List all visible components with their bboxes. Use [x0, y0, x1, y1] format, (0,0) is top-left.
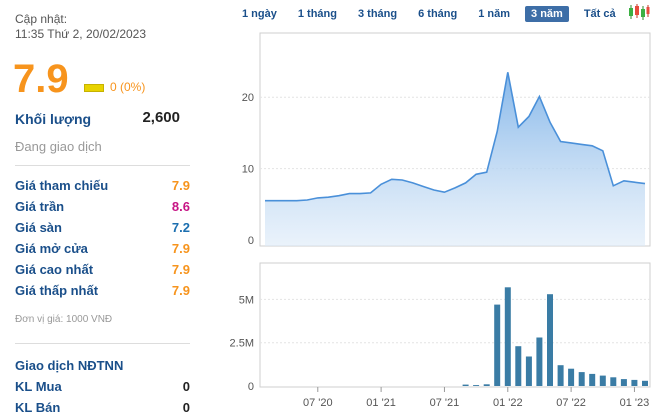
tab-6-months[interactable]: 6 tháng — [418, 8, 458, 20]
price-row-open: Giá mở cửa 7.9 — [15, 241, 190, 256]
price-row-value: 7.9 — [171, 178, 190, 193]
x-tick-label: 01 '23 — [620, 397, 650, 409]
volume-bar — [568, 368, 575, 386]
no-change-icon — [84, 84, 104, 92]
foreign-row-label: KL Bán — [15, 400, 61, 415]
tab-all[interactable]: Tất cả — [583, 8, 616, 20]
price-row-label: Giá trần — [15, 199, 65, 214]
volume-bar — [515, 346, 522, 386]
x-tick-label: 07 '22 — [556, 397, 586, 409]
price-row-label: Giá mở cửa — [15, 241, 88, 256]
volume-bar — [473, 385, 480, 386]
x-tick-label: 01 '21 — [366, 397, 396, 409]
x-tick-label: 07 '21 — [430, 397, 460, 409]
price-row-floor: Giá sàn 7.2 — [15, 220, 190, 235]
volume-bar — [525, 356, 532, 386]
price-row-value: 7.9 — [171, 262, 190, 277]
quote-panel: Cập nhật: 11:35 Thứ 2, 20/02/2023 7.9 0 … — [0, 0, 200, 420]
volume-label: Khối lượng — [15, 111, 92, 127]
volume-bar — [631, 379, 638, 386]
divider — [15, 165, 190, 166]
price-y-tick-label: 10 — [242, 164, 254, 176]
tab-3-months[interactable]: 3 tháng — [357, 8, 398, 20]
x-tick-label: 01 '22 — [493, 397, 523, 409]
price-row-ceiling: Giá trần 8.6 — [15, 199, 190, 214]
volume-bar — [620, 379, 627, 386]
volume-bar — [610, 377, 617, 386]
tab-1-day[interactable]: 1 ngày — [242, 8, 277, 20]
volume-bar — [483, 384, 490, 386]
volume-bar — [536, 337, 543, 386]
price-row-value: 8.6 — [171, 199, 190, 214]
price-y-tick-label: 20 — [242, 92, 254, 104]
price-area — [265, 72, 645, 246]
price-row-label: Giá cao nhất — [15, 262, 94, 277]
foreign-buy-row: KL Mua 0 — [15, 379, 190, 394]
updated-time: 11:35 Thứ 2, 20/02/2023 — [15, 27, 147, 41]
price-y-tick-label: 0 — [248, 235, 254, 247]
volume-bar — [547, 294, 553, 386]
volume-y-tick-label: 2.5M — [230, 338, 254, 350]
foreign-trading-title: Giao dịch NĐTNN — [15, 358, 124, 373]
price-row-high: Giá cao nhất 7.9 — [15, 262, 190, 277]
foreign-row-label: KL Mua — [15, 379, 62, 394]
volume-bar — [494, 304, 501, 386]
volume-bar — [599, 375, 606, 386]
unit-note: Đơn vị giá: 1000 VNĐ — [15, 314, 113, 325]
price-row-label: Giá sàn — [15, 220, 62, 235]
price-row-value: 7.9 — [171, 241, 190, 256]
trading-status: Đang giao dịch — [15, 139, 102, 154]
volume-bar — [578, 372, 585, 386]
current-price: 7.9 — [13, 57, 69, 101]
tab-1-year[interactable]: 1 năm — [478, 8, 511, 20]
foreign-row-value: 0 — [182, 379, 190, 394]
updated-label: Cập nhật: — [15, 12, 68, 26]
x-tick-label: 07 '20 — [303, 397, 333, 409]
volume-y-tick-label: 0 — [248, 381, 254, 393]
price-row-value: 7.9 — [171, 283, 190, 298]
volume-bar — [504, 287, 511, 386]
price-line — [265, 72, 646, 202]
volume-bar — [462, 384, 469, 386]
foreign-sell-row: KL Bán 0 — [15, 400, 190, 415]
price-volume-chart: 0 10 20 0 2.5M 5M 07 '20 01 '21 07 '21 01 '22 07 '… — [230, 32, 651, 409]
divider — [15, 343, 190, 344]
volume-value: 2,600 — [142, 109, 180, 126]
price-row-low: Giá thấp nhất 7.9 — [15, 283, 190, 298]
foreign-row-value: 0 — [182, 400, 190, 415]
candlestick-icon[interactable] — [628, 3, 650, 26]
price-change: 0 (0%) — [110, 80, 146, 94]
volume-panel-frame — [259, 262, 651, 388]
price-row-label: Giá tham chiếu — [15, 178, 109, 193]
range-tabs: 1 ngày 1 tháng 3 tháng 6 tháng 1 năm 3 n… — [236, 3, 650, 26]
tab-1-month[interactable]: 1 tháng — [297, 8, 337, 20]
volume-bar — [557, 365, 564, 386]
price-row-label: Giá thấp nhất — [15, 283, 99, 298]
volume-bar — [589, 373, 596, 386]
price-row-value: 7.2 — [171, 220, 190, 235]
volume-bar — [642, 380, 648, 386]
tab-3-years[interactable]: 3 năm — [525, 6, 569, 22]
volume-y-tick-label: 5M — [239, 294, 254, 306]
price-row-reference: Giá tham chiếu 7.9 — [15, 178, 190, 193]
